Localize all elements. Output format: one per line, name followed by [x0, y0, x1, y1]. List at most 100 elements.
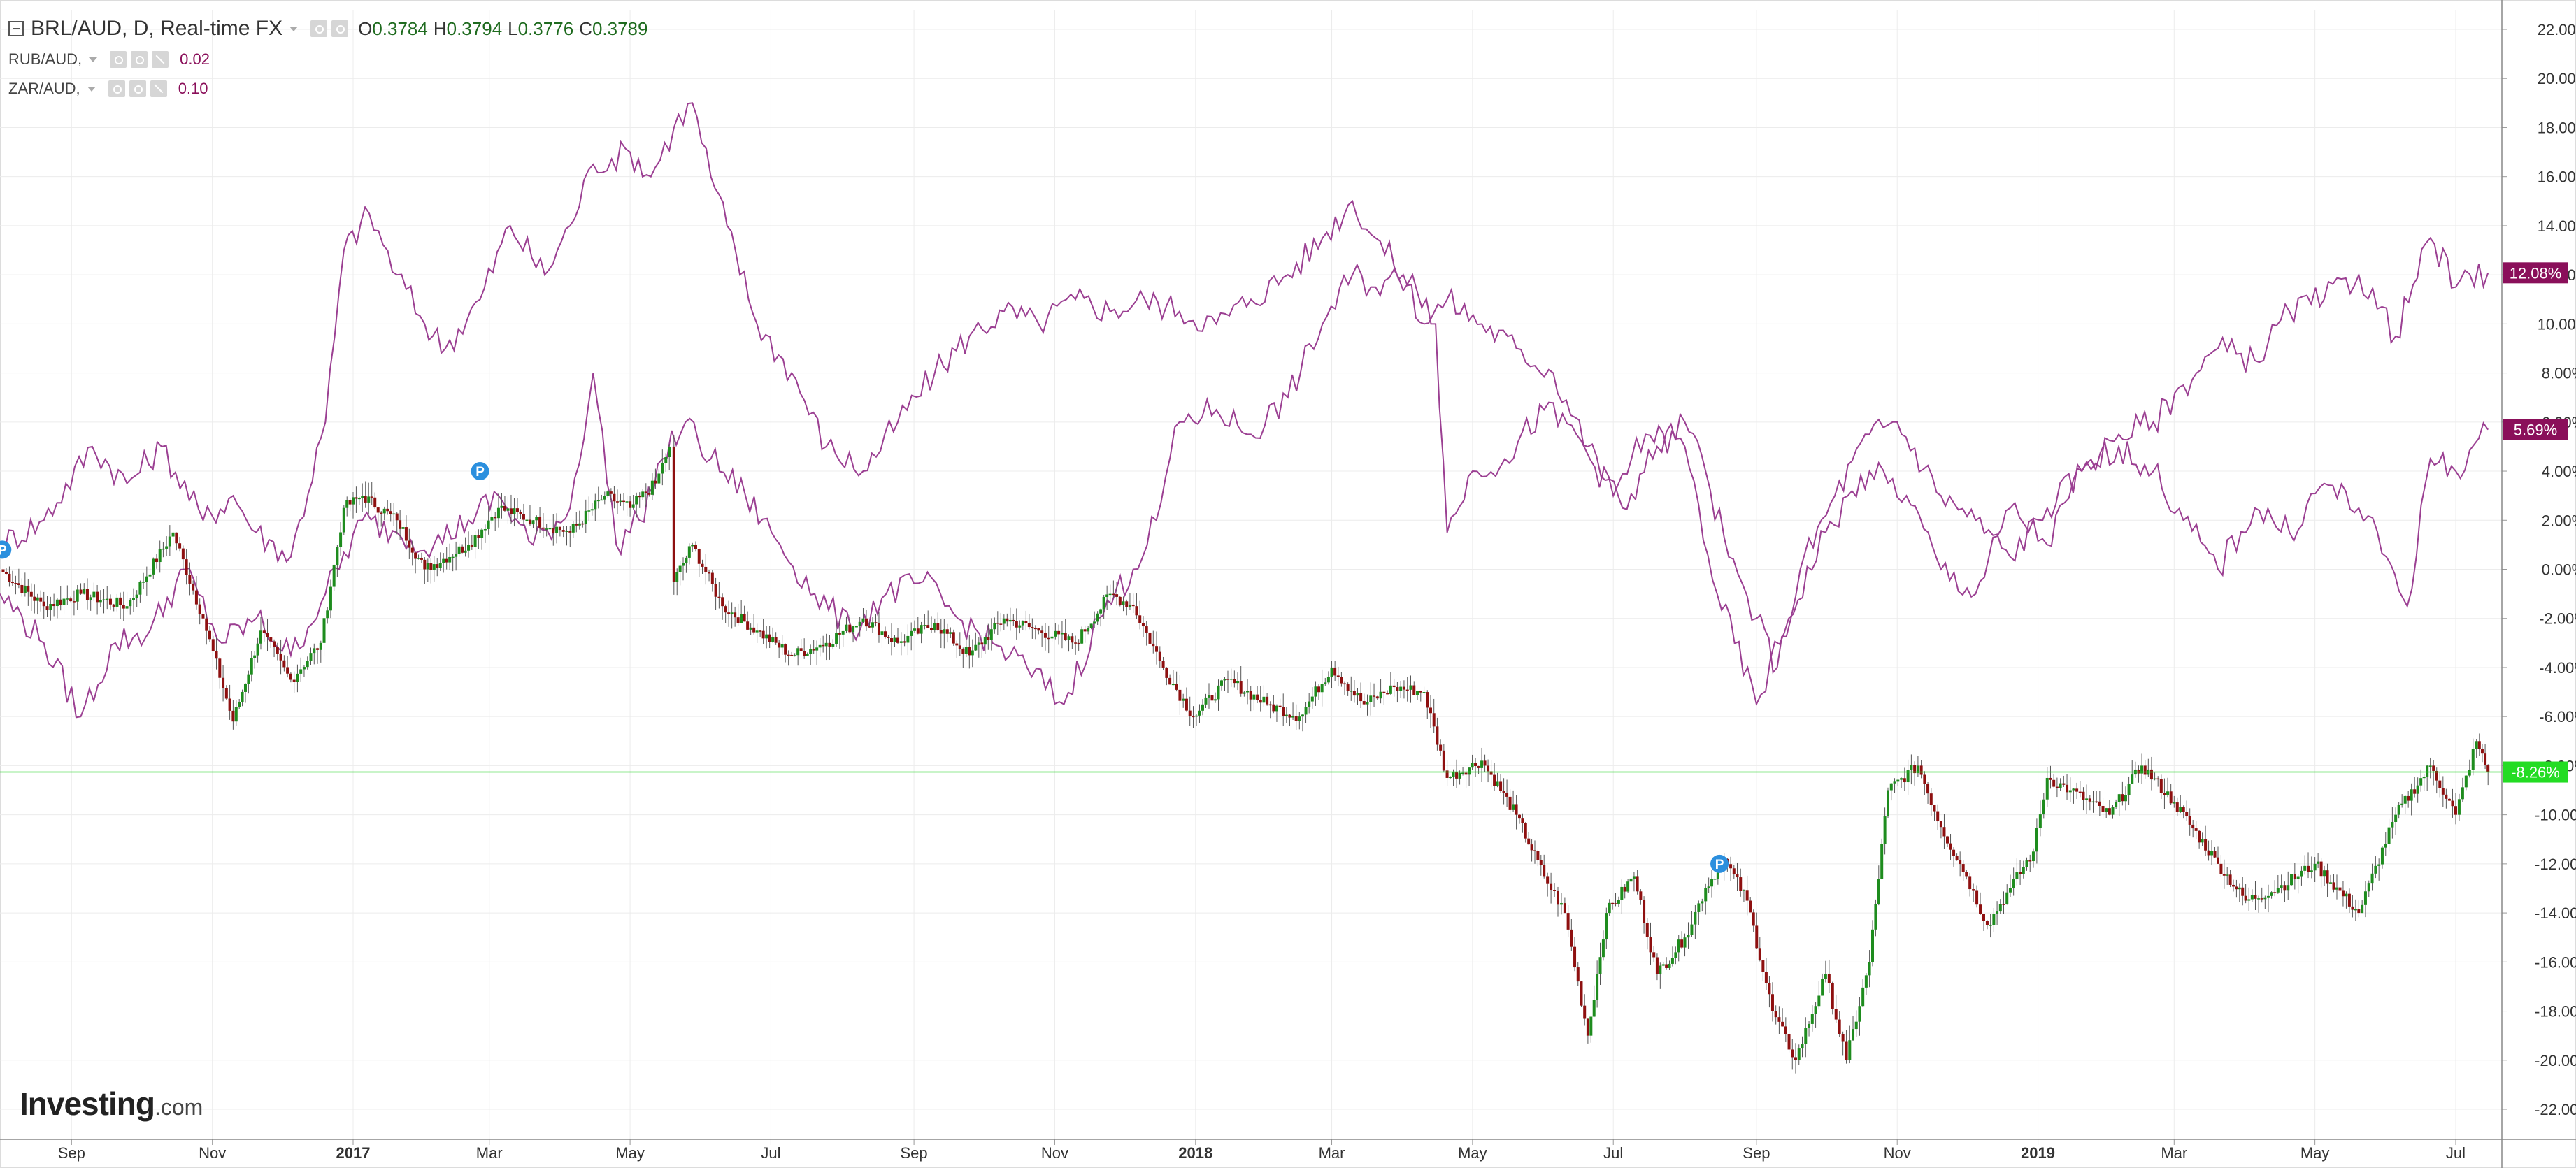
candle-up	[2105, 808, 2108, 812]
candle-down	[1933, 805, 1936, 812]
candle-down	[1566, 913, 1570, 930]
candle-down	[178, 543, 182, 549]
candle-down	[774, 637, 778, 643]
chevron-down-icon[interactable]	[289, 26, 299, 31]
candle-up	[168, 536, 171, 547]
candle-down	[380, 512, 383, 514]
candle-up	[1589, 1016, 1593, 1036]
candle-down	[414, 552, 417, 559]
candle-down	[1972, 889, 1975, 891]
candle-down	[262, 630, 266, 633]
chevron-down-icon[interactable]	[87, 86, 96, 92]
candle-down	[2198, 830, 2201, 843]
candle-up	[1198, 710, 1201, 716]
candle-down	[289, 673, 292, 680]
visibility-icon[interactable]	[310, 20, 328, 37]
candle-up	[1275, 705, 1278, 712]
candle-down	[370, 496, 373, 498]
event-marker	[0, 540, 12, 559]
y-tick-label: -22.00%	[2535, 1101, 2576, 1118]
candle-down	[1926, 784, 1930, 794]
candle-down	[1115, 594, 1119, 597]
candle-up	[2329, 882, 2333, 884]
candle-down	[1373, 695, 1376, 697]
visibility-icon[interactable]	[108, 80, 125, 97]
x-tick-label: Nov	[1041, 1144, 1068, 1162]
collapse-legend-icon[interactable]	[8, 21, 24, 36]
candle-down	[2319, 861, 2323, 877]
y-tick-label: 22.00%	[2538, 21, 2576, 38]
compare-price-badge	[2503, 262, 2568, 284]
candle-up	[129, 600, 132, 607]
candle-up	[641, 491, 645, 498]
candle-up	[1707, 886, 1710, 888]
settings-icon[interactable]	[129, 80, 146, 97]
candle-down	[228, 698, 231, 711]
candle-up	[513, 508, 516, 514]
candle-down	[1057, 630, 1061, 635]
candle-down	[1165, 667, 1168, 678]
candle-down	[1975, 890, 1979, 905]
candle-down	[2307, 865, 2310, 872]
main-symbol-title[interactable]: BRL/AUD, D, Real-time FX	[31, 17, 283, 40]
candle-up	[2035, 828, 2038, 852]
candle-down	[581, 523, 585, 525]
candle-up	[2290, 874, 2294, 886]
remove-icon[interactable]	[150, 80, 167, 97]
settings-icon[interactable]	[131, 51, 148, 68]
compare-symbol-label[interactable]: ZAR/AUD,	[8, 80, 80, 97]
x-tick-label: 2018	[1178, 1144, 1212, 1162]
candle-up	[2257, 898, 2261, 900]
candle-down	[1343, 683, 1347, 685]
settings-icon[interactable]	[331, 20, 349, 37]
candle-down	[784, 644, 787, 655]
ohlc-low-key: L	[508, 17, 518, 39]
legend-main-row: BRL/AUD, D, Real-time FX O 0.3784 H 0.3794…	[8, 17, 647, 41]
candle-up	[1409, 685, 1412, 690]
visibility-icon[interactable]	[110, 51, 127, 68]
y-tick-label: -2.00%	[2539, 610, 2576, 628]
candle-up	[578, 523, 581, 526]
candle-up	[506, 508, 510, 511]
candle-down	[1188, 710, 1192, 716]
candle-down	[1405, 689, 1409, 691]
candle-down	[822, 644, 825, 647]
candle-down	[1979, 904, 1982, 914]
candle-up	[858, 621, 861, 626]
candle-down	[410, 547, 414, 553]
candle-up	[1874, 904, 1877, 930]
candle-down	[395, 513, 399, 521]
remove-icon[interactable]	[152, 51, 169, 68]
candle-down	[1015, 621, 1018, 628]
candle-up	[906, 635, 910, 643]
candle-up	[691, 545, 694, 547]
candle-down	[575, 524, 578, 526]
candle-up	[500, 505, 503, 508]
candle-up	[1054, 630, 1057, 637]
candle-up	[89, 597, 92, 600]
candle-down	[609, 491, 613, 494]
candle-up	[587, 510, 591, 512]
candle-down	[2435, 770, 2438, 781]
candle-down	[724, 606, 727, 613]
candle-up	[650, 480, 654, 495]
candle-down	[1530, 844, 1533, 851]
candle-up	[125, 606, 129, 609]
candle-down	[282, 660, 286, 668]
compare-symbol-label[interactable]: RUB/AUD,	[8, 50, 83, 68]
candle-down	[1784, 1026, 1787, 1034]
candle-down	[1942, 827, 1946, 837]
candle-up	[1320, 684, 1324, 693]
candle-down	[996, 622, 999, 624]
candle-down	[1148, 632, 1152, 644]
candle-up	[2370, 873, 2374, 884]
candle-up	[1496, 781, 1499, 786]
candle-up	[1608, 902, 1611, 914]
candle-up	[1291, 716, 1295, 718]
candle-up	[841, 630, 845, 635]
candle-down	[266, 633, 269, 637]
candle-up	[457, 546, 461, 554]
candle-down	[1477, 766, 1480, 768]
chevron-down-icon[interactable]	[89, 57, 98, 62]
